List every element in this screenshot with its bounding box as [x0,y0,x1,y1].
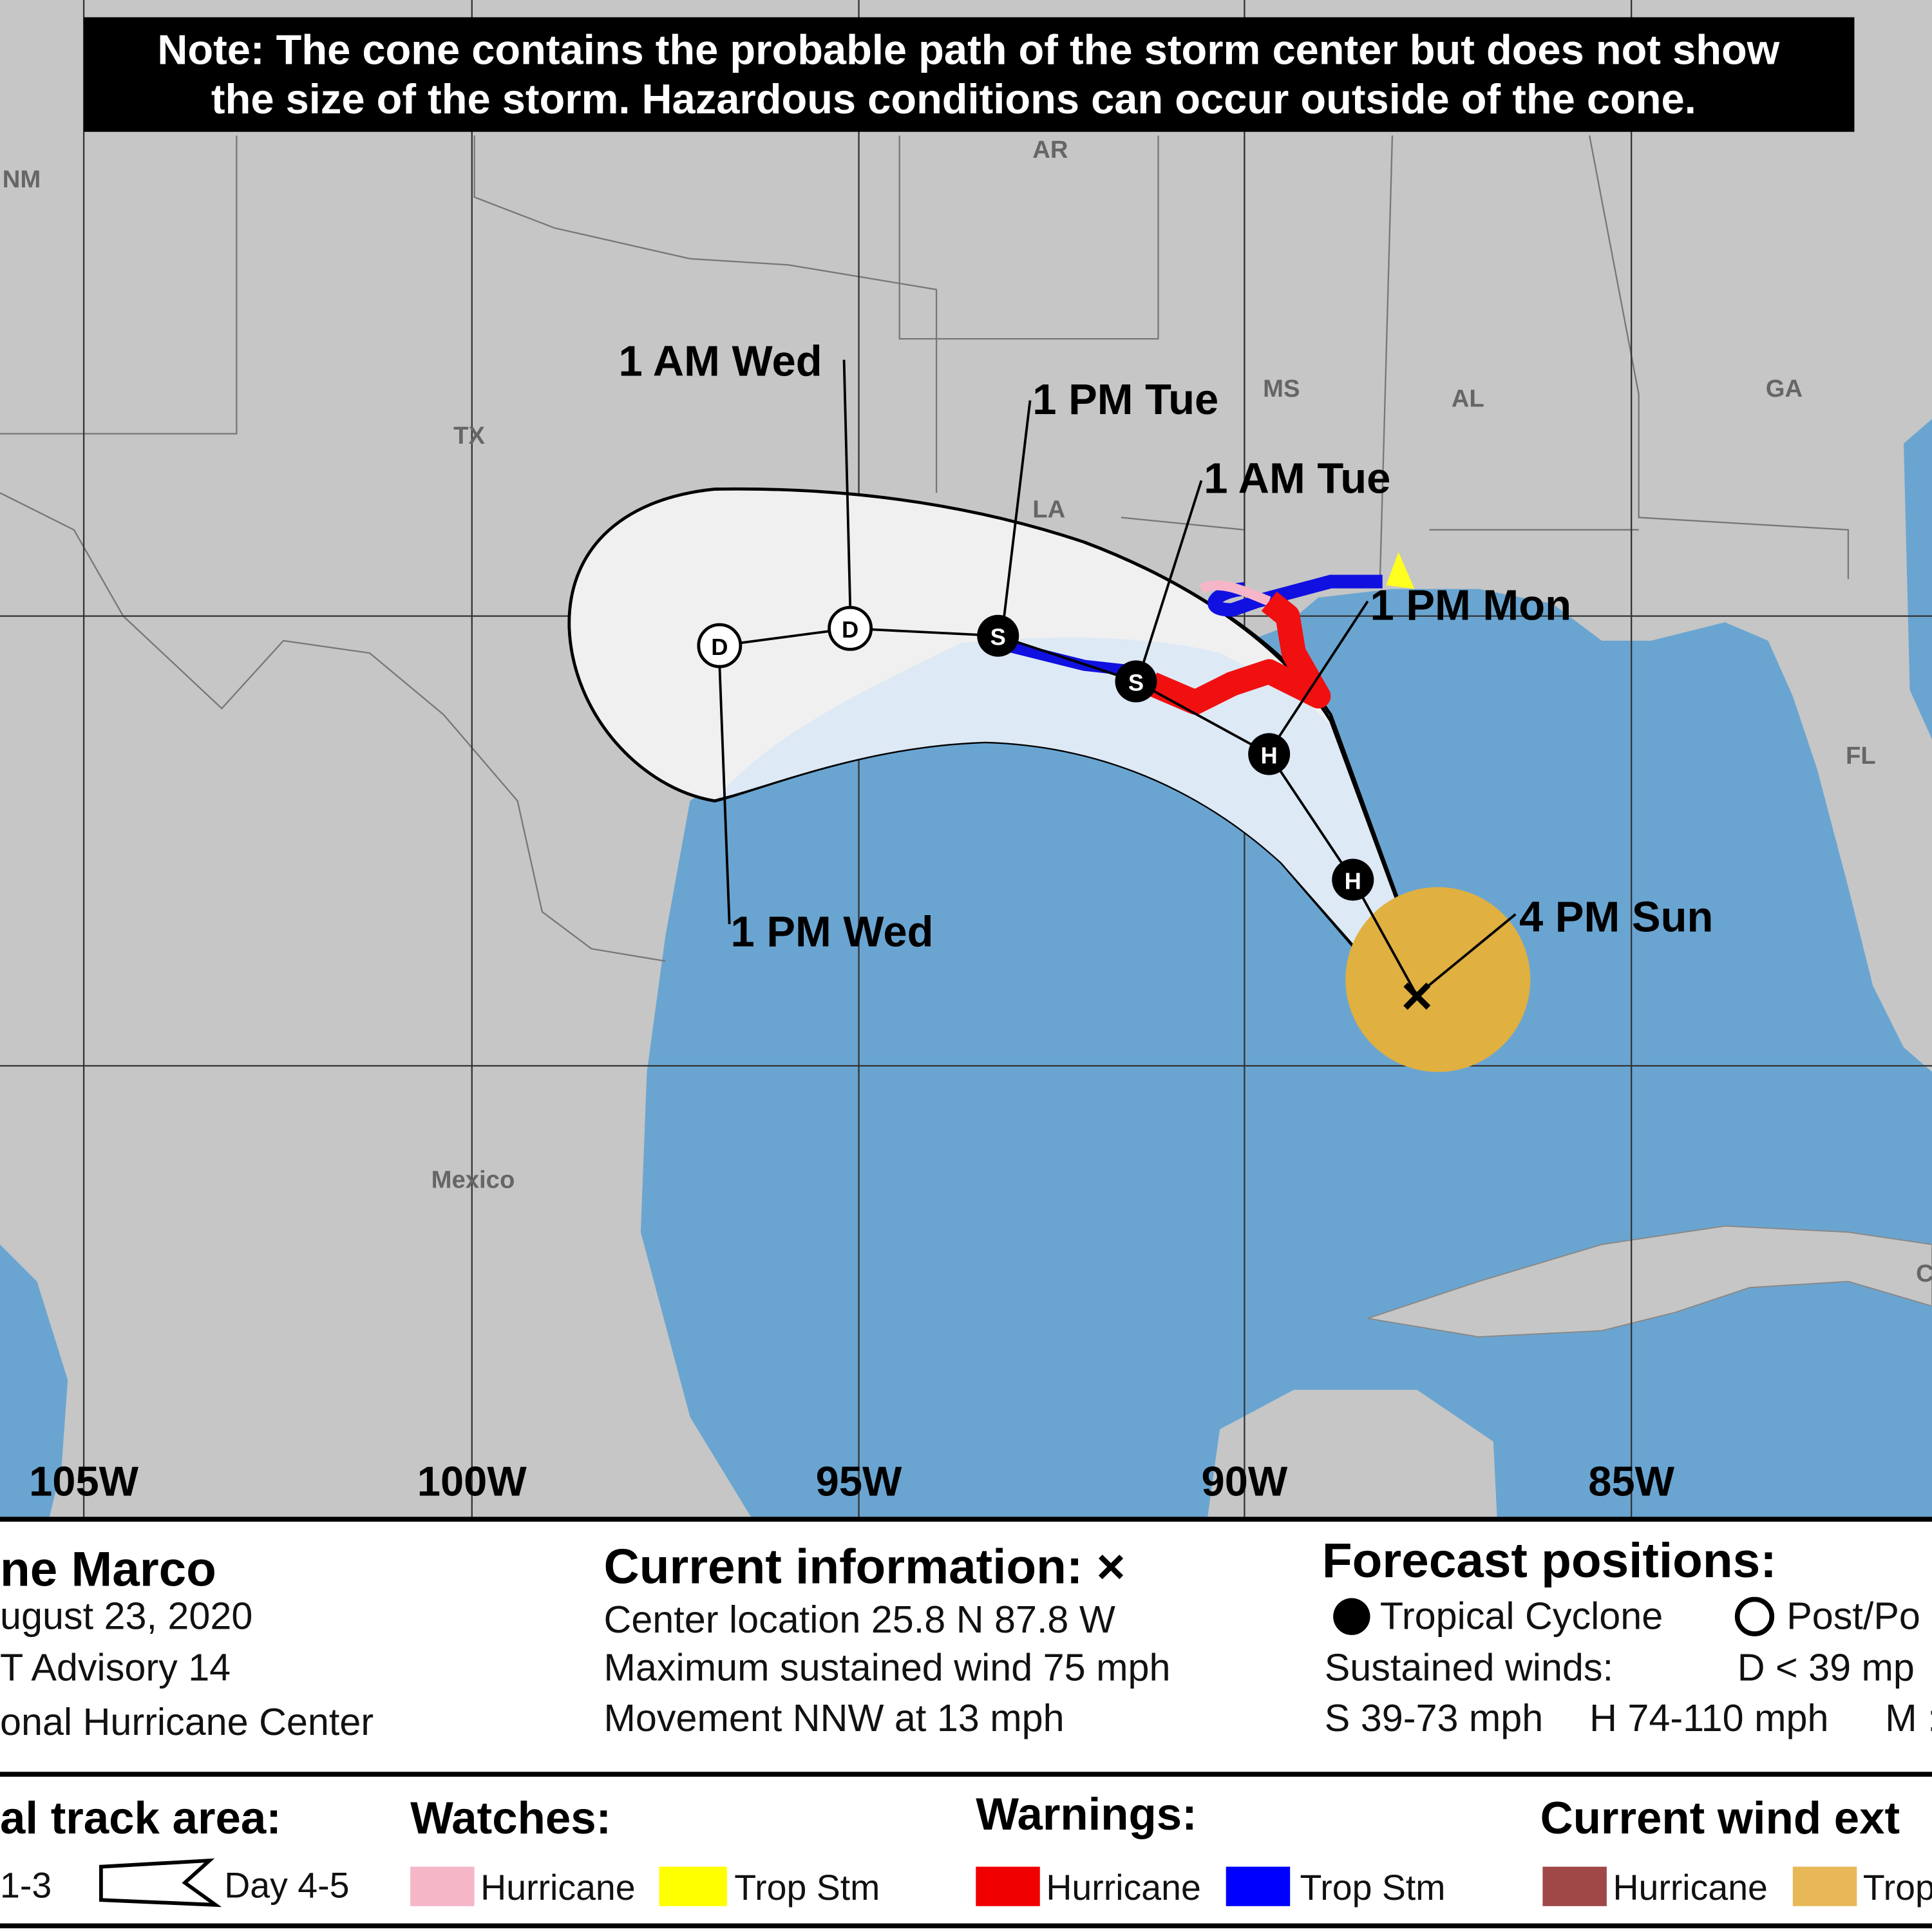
cone-day-1-3 [717,638,1415,986]
watch-swatch [659,1866,727,1906]
longitude-label: 105W [29,1458,139,1505]
forecast-info: S 39-73 mph [1325,1696,1544,1739]
current-title: Current information: × [603,1540,1125,1595]
storm-name: ne Marco [0,1542,216,1596]
state-label: AL [1452,384,1484,412]
forecast-info: D < 39 mp [1738,1646,1915,1689]
warning-swatch [1226,1866,1291,1906]
storm-info: onal Hurricane Center [0,1700,374,1743]
current-position: × [1401,965,1433,1026]
time-label: 1 PM Tue [1032,375,1218,424]
tropical-storm-watch [1386,552,1415,589]
state-label: C [1916,1260,1932,1287]
forecast-info: Tropical Cyclone [1380,1594,1663,1637]
state-label: AR [1032,136,1068,164]
longitude-label: 100W [417,1458,527,1505]
forecast-title: Forecast positions: [1322,1533,1777,1588]
warning-item: Trop Stm [1300,1868,1445,1908]
cuba [1367,1225,1932,1338]
state-labels: NM AR TX MS AL GA LA FL Mexico C [3,136,1932,1287]
state-label: TX [453,422,485,450]
wind-item: Hurricane [1613,1868,1767,1908]
wind-item: Trop [1863,1868,1932,1908]
state-label: Mexico [431,1166,515,1193]
state-label: LA [1032,496,1065,524]
marker-label: H [1345,867,1361,894]
watch-item: Trop Stm [734,1868,880,1908]
marker-circle [828,605,873,651]
watch-swatch [410,1866,475,1906]
note-line: the size of the storm. Hazardous conditi… [211,75,1696,122]
state-label: NM [3,166,41,193]
time-label: 1 AM Wed [618,337,822,386]
legend-dot [1734,1596,1775,1636]
marker-circle [1115,660,1157,703]
forecast-info: M : [1885,1696,1932,1739]
warning-item: Hurricane [1046,1868,1200,1908]
current-info: Movement NNW at 13 mph [603,1696,1064,1739]
pacific-water [0,1244,68,1519]
longitude-labels: 105W 100W 95W 90W 85W [29,1458,1675,1505]
forecast-info: Post/Po [1786,1594,1920,1637]
legend-dividers [0,1517,1932,1929]
marker-label: S [990,624,1006,650]
marker-label: S [1128,669,1144,696]
note-line: Note: The cone contains the probable pat… [157,26,1779,73]
longitude-label: 95W [816,1458,902,1505]
longitude-label: 90W [1202,1458,1288,1505]
warnings-title: Warnings: [976,1789,1197,1840]
marker-circle [1332,858,1374,901]
time-label: 1 PM Mon [1370,581,1571,629]
track-swatch [99,1858,222,1908]
storm-info: T Advisory 14 [0,1646,231,1689]
marker-label: H [1261,742,1278,768]
tropical-storm-wind-extent [1345,887,1531,1072]
note-box [84,17,1855,132]
marker-label: D [711,634,728,660]
track-item: 1-3 [0,1865,52,1905]
hurricane-warning [1147,591,1331,715]
marker-circle [1248,733,1291,775]
legend-panel [0,1518,1932,1932]
storm-info: ugust 23, 2020 [0,1594,252,1637]
hurricane-watch [1198,580,1271,606]
time-label: 1 PM Wed [731,907,934,956]
forecast-markers: D D S S H H × [697,605,1433,1026]
legend-dot [1333,1598,1370,1635]
marker-circle [977,614,1019,657]
state-label: MS [1263,375,1300,402]
time-label: 4 PM Sun [1519,893,1713,941]
track-title: al track area: [0,1793,281,1844]
marker-circle [697,623,743,668]
state-label: FL [1846,742,1876,770]
wind-swatch [1542,1866,1607,1906]
leader-lines [718,359,1517,994]
time-label: 1 AM Tue [1204,454,1390,502]
track-item: Day 4-5 [224,1865,349,1905]
time-labels: 1 AM Wed 1 PM Tue 1 AM Tue 1 PM Mon 4 PM… [618,337,1713,956]
current-info: Center location 25.8 N 87.8 W [603,1598,1115,1641]
marker-label: D [842,616,858,643]
atlantic-water [1903,419,1932,739]
wind-swatch [1792,1866,1857,1906]
forecast-info: Sustained winds: [1325,1646,1613,1689]
warning-swatch [976,1866,1040,1906]
watches-title: Watches: [410,1793,611,1844]
current-info: Maximum sustained wind 75 mph [603,1646,1170,1689]
state-label: GA [1766,375,1803,402]
wind-title: Current wind ext [1540,1793,1900,1844]
longitude-label: 85W [1588,1458,1674,1505]
forecast-info: H 74-110 mph [1589,1696,1828,1739]
watch-item: Hurricane [480,1868,635,1908]
